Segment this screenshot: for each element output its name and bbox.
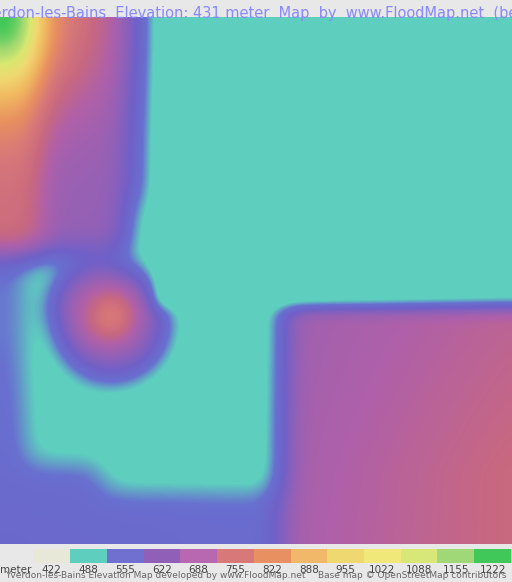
Bar (364, 549, 401, 563)
Text: 1088: 1088 (406, 565, 432, 574)
Text: Yverdon-les-Bains Elevation Map developed by www.FloodMap.net: Yverdon-les-Bains Elevation Map develope… (5, 571, 306, 580)
Bar (33, 549, 70, 563)
Text: 822: 822 (262, 565, 282, 574)
Bar (290, 549, 327, 563)
Text: 955: 955 (336, 565, 355, 574)
Text: 1155: 1155 (442, 565, 469, 574)
Text: 755: 755 (225, 565, 245, 574)
Bar (254, 549, 290, 563)
Text: 1022: 1022 (369, 565, 396, 574)
Bar (180, 549, 217, 563)
Bar (70, 549, 107, 563)
Text: 555: 555 (115, 565, 135, 574)
Text: Base map © OpenStreetMap contributors: Base map © OpenStreetMap contributors (318, 571, 507, 580)
Text: Yverdon-les-Bains  Elevation: 431 meter  Map  by  www.FloodMap.net  (beta): Yverdon-les-Bains Elevation: 431 meter M… (0, 6, 512, 20)
Bar (327, 549, 364, 563)
Bar (143, 549, 180, 563)
Text: 488: 488 (78, 565, 98, 574)
Text: 1222: 1222 (479, 565, 506, 574)
Text: 622: 622 (152, 565, 172, 574)
Bar (474, 549, 511, 563)
Text: 422: 422 (41, 565, 61, 574)
Bar (401, 549, 437, 563)
Bar (437, 549, 474, 563)
Bar (107, 549, 143, 563)
Text: 888: 888 (299, 565, 319, 574)
Text: meter: meter (0, 565, 31, 574)
Text: 688: 688 (189, 565, 208, 574)
Bar (217, 549, 254, 563)
